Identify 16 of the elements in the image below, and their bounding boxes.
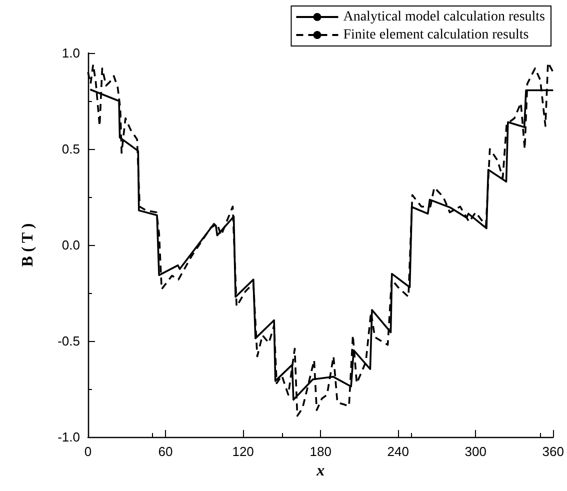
y-tick-label: 1.0 [62, 46, 80, 60]
x-axis-title: x [316, 462, 325, 480]
x-tick-label: 360 [542, 444, 564, 459]
x-tick-label: 240 [387, 444, 409, 459]
x-tick-label: 60 [158, 444, 173, 459]
y-tick-label: -1.0 [58, 430, 80, 444]
x-tick-label: 0 [84, 444, 92, 459]
legend-label: Analytical model calculation results [343, 10, 546, 24]
x-tick-label: 300 [464, 444, 486, 459]
x-tick-label: 180 [310, 444, 332, 459]
y-tick-label: 0.0 [62, 238, 80, 252]
x-tick-label: 120 [232, 444, 254, 459]
legend-label: Finite element calculation results [343, 28, 529, 42]
y-tick-label: 0.5 [62, 142, 80, 156]
y-tick-label: -0.5 [58, 334, 80, 348]
y-axis-title: B ( T ) [20, 223, 36, 267]
